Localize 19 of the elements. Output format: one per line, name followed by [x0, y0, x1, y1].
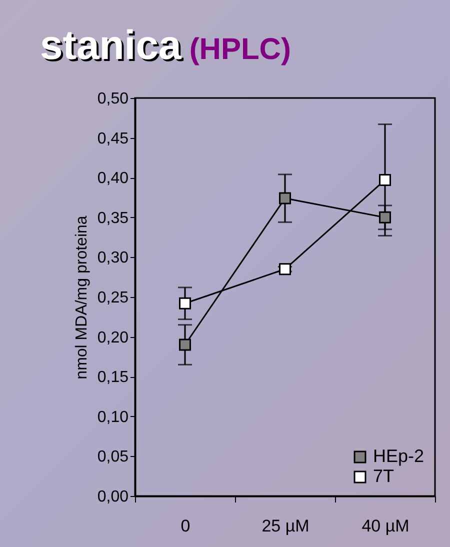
y-tick-label: 0,30 — [97, 250, 129, 267]
legend-label: HEp-2 — [373, 446, 424, 466]
x-tick-label: 40 µM — [362, 516, 410, 536]
legend-label: 7T — [373, 466, 394, 486]
chart-subtitle: (HPLC) — [189, 33, 291, 66]
x-tick-label: 0 — [180, 516, 190, 536]
chart-title: stanica — [40, 22, 182, 68]
y-tick-label: 0,50 — [97, 90, 129, 108]
y-tick-label: 0,35 — [97, 210, 129, 227]
y-tick-label: 0,10 — [97, 408, 129, 426]
y-tick-label: 0,00 — [97, 488, 129, 506]
y-tick-label: 0,20 — [97, 329, 129, 346]
y-axis-title: nmol MDA/mg proteina — [73, 216, 90, 380]
y-tick-label: 0,05 — [97, 448, 129, 466]
x-tick-label: 25 µM — [262, 516, 310, 536]
y-tick-label: 0,45 — [97, 130, 129, 148]
y-tick-label: 0,40 — [97, 170, 129, 188]
y-tick-label: 0,15 — [97, 369, 129, 386]
y-tick-label: 0,25 — [97, 290, 129, 306]
